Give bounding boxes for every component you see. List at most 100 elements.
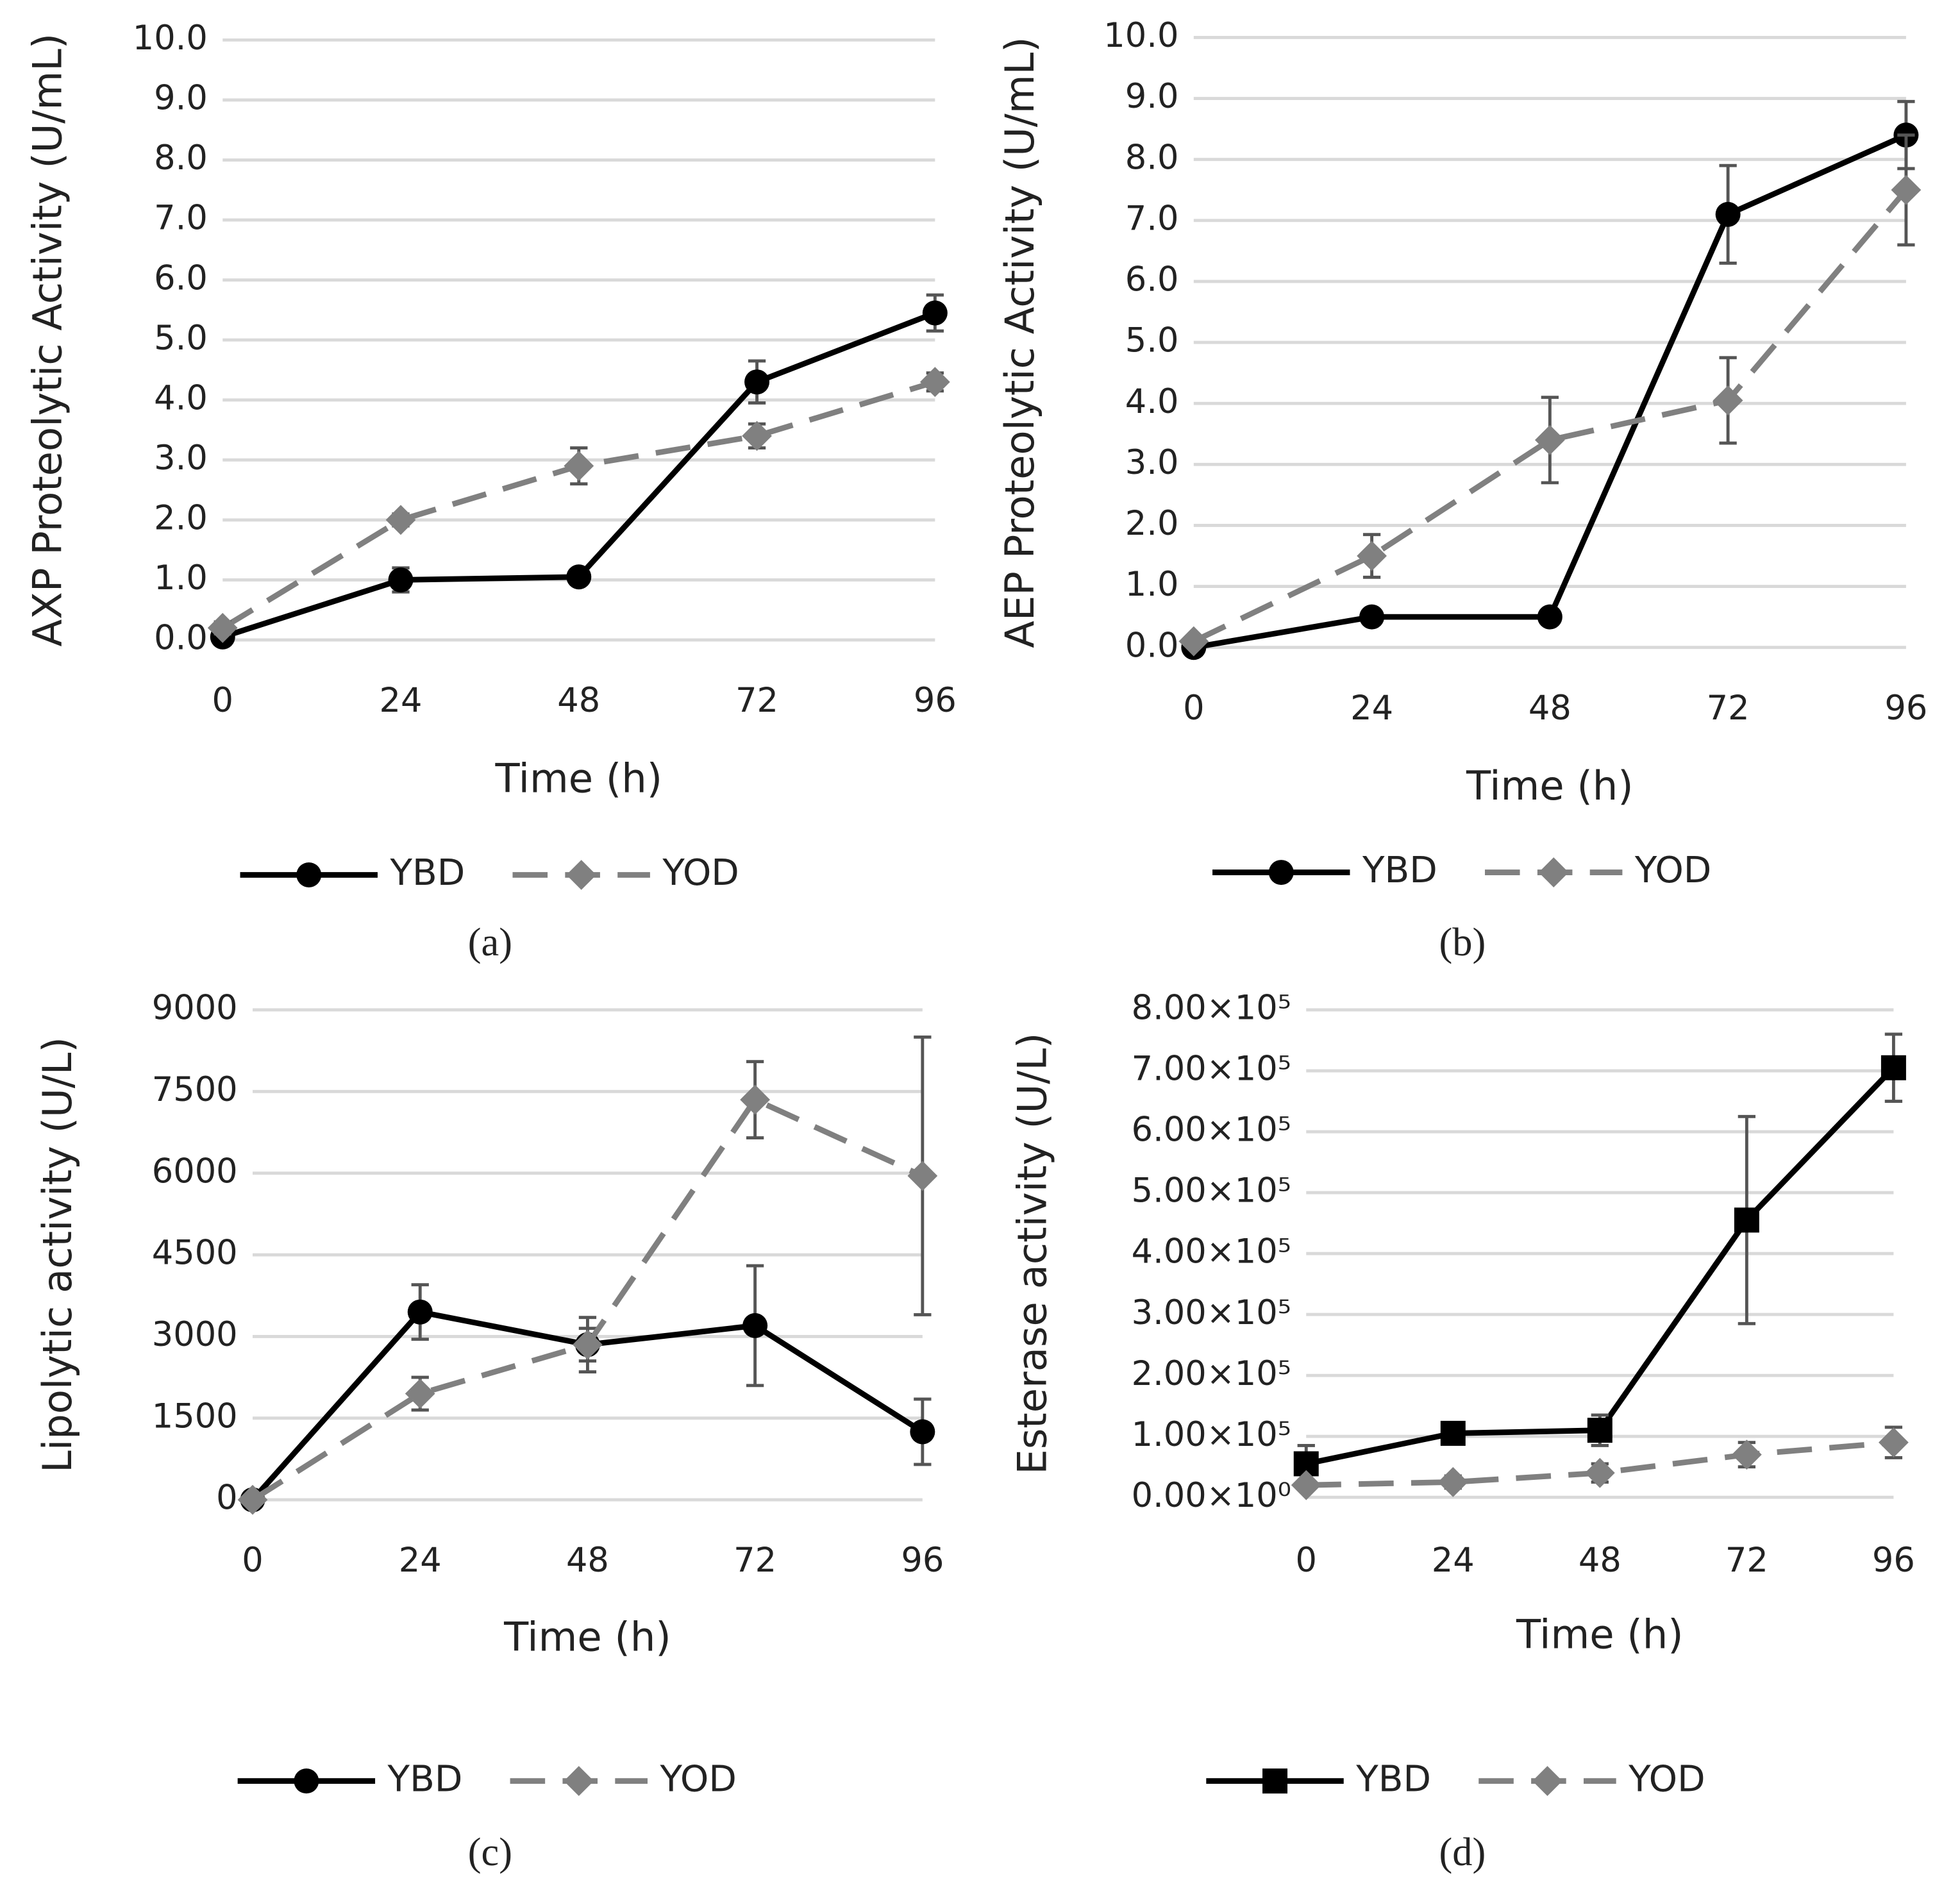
x-tick-label: 24: [399, 1541, 442, 1580]
y-axis-title: Esterase activity (U/L): [1009, 1033, 1055, 1475]
data-point: [1891, 174, 1922, 205]
x-tick-label: 48: [1529, 689, 1571, 728]
series-line: [1305, 1066, 1896, 1467]
data-point: [1359, 604, 1385, 630]
data-point: [742, 1313, 768, 1338]
caption: (c): [468, 1830, 512, 1874]
caption: (d): [1439, 1830, 1486, 1874]
series-line: [251, 1096, 924, 1502]
caption: (a): [468, 920, 512, 964]
data-point: [1537, 604, 1562, 630]
data-point: [907, 1161, 938, 1191]
data-point: [1715, 201, 1741, 227]
series-line: [1193, 132, 1907, 651]
legend-label: YOD: [1628, 1758, 1705, 1800]
y-tick-label: 1500: [152, 1397, 238, 1436]
data-point: [1440, 1420, 1466, 1446]
data-point: [744, 369, 770, 395]
y-tick-label: 2.0: [1125, 504, 1179, 543]
data-point: [1879, 1427, 1909, 1458]
x-tick-label: 96: [901, 1541, 944, 1580]
y-tick-label: 6.0: [154, 258, 208, 298]
y-tick-label: 0.0: [1125, 626, 1179, 665]
legend-marker: [564, 1766, 594, 1797]
x-tick-label: 0: [1296, 1541, 1317, 1580]
y-tick-label: 3000: [152, 1315, 238, 1354]
caption: (b): [1439, 920, 1486, 964]
y-tick-label: 10.0: [1103, 16, 1178, 55]
data-point: [385, 505, 416, 535]
y-tick-label: 6000: [152, 1152, 238, 1191]
data-point: [237, 1484, 268, 1515]
legend-marker: [296, 862, 322, 887]
y-tick-label: 2.00×10⁵: [1132, 1354, 1291, 1393]
legend-marker: [1268, 860, 1294, 885]
x-tick-label: 72: [735, 681, 778, 720]
data-point: [1534, 424, 1565, 455]
y-tick-label: 4.00×10⁵: [1132, 1232, 1291, 1271]
x-tick-label: 0: [212, 681, 233, 720]
data-point: [1437, 1467, 1468, 1497]
x-tick-label: 24: [1432, 1541, 1475, 1580]
y-tick-label: 1.0: [1125, 565, 1179, 604]
y-tick-label: 6.0: [1125, 260, 1179, 299]
x-tick-label: 24: [380, 681, 423, 720]
x-tick-label: 96: [914, 681, 957, 720]
y-tick-label: 0: [216, 1479, 237, 1518]
y-tick-label: 9.0: [154, 79, 208, 118]
y-tick-label: 3.00×10⁵: [1132, 1293, 1291, 1332]
y-tick-label: 6.00×10⁵: [1132, 1111, 1291, 1150]
y-tick-label: 9.0: [1125, 77, 1179, 116]
data-point: [1357, 541, 1387, 571]
x-tick-label: 24: [1350, 689, 1393, 728]
data-point: [1587, 1418, 1612, 1443]
y-tick-label: 4.0: [154, 378, 208, 417]
x-axis-title: Time (h): [1516, 1611, 1684, 1658]
y-tick-label: 5.0: [154, 319, 208, 358]
x-tick-label: 96: [1872, 1541, 1915, 1580]
x-tick-label: 0: [1183, 689, 1204, 728]
y-tick-label: 5.00×10⁵: [1132, 1171, 1291, 1211]
data-point: [919, 367, 950, 398]
x-axis-title: Time (h): [494, 755, 662, 801]
y-tick-label: 8.0: [1125, 138, 1179, 177]
y-tick-label: 7.00×10⁵: [1132, 1050, 1291, 1089]
y-axis-title: AXP Proteolytic Activity (U/mL): [24, 33, 71, 647]
data-point: [910, 1419, 935, 1445]
data-point: [405, 1379, 435, 1409]
x-axis-title: Time (h): [503, 1613, 671, 1660]
legend-marker: [1538, 857, 1569, 887]
x-tick-label: 96: [1884, 689, 1927, 728]
data-point: [742, 421, 772, 451]
data-point: [407, 1299, 433, 1325]
y-tick-label: 1.0: [154, 558, 208, 598]
y-tick-label: 0.00×10⁰: [1132, 1476, 1291, 1515]
y-tick-label: 4.0: [1125, 382, 1179, 421]
y-tick-label: 5.0: [1125, 321, 1179, 360]
data-point: [740, 1084, 771, 1115]
y-tick-label: 0.0: [154, 619, 208, 658]
legend-label: YBD: [387, 1758, 463, 1800]
data-point: [564, 451, 594, 482]
data-point: [1880, 1055, 1906, 1080]
legend-marker: [566, 860, 597, 890]
series-line: [221, 379, 936, 631]
series-line: [1192, 188, 1909, 644]
legend-label: YBD: [1355, 1758, 1431, 1800]
x-tick-label: 72: [1725, 1541, 1768, 1580]
data-point: [388, 567, 414, 592]
data-point: [1584, 1457, 1615, 1488]
y-tick-label: 3.0: [154, 439, 208, 478]
y-axis-title: Lipolytic activity (U/L): [34, 1037, 81, 1473]
y-tick-label: 8.0: [154, 138, 208, 178]
legend-label: YOD: [659, 1758, 736, 1800]
x-tick-label: 48: [557, 681, 600, 720]
legend-label: YOD: [1634, 850, 1711, 891]
y-tick-label: 7.0: [1125, 199, 1179, 238]
y-tick-label: 7500: [152, 1070, 238, 1109]
x-tick-label: 48: [1579, 1541, 1621, 1580]
data-point: [1731, 1439, 1762, 1470]
legend-marker: [1262, 1768, 1288, 1794]
